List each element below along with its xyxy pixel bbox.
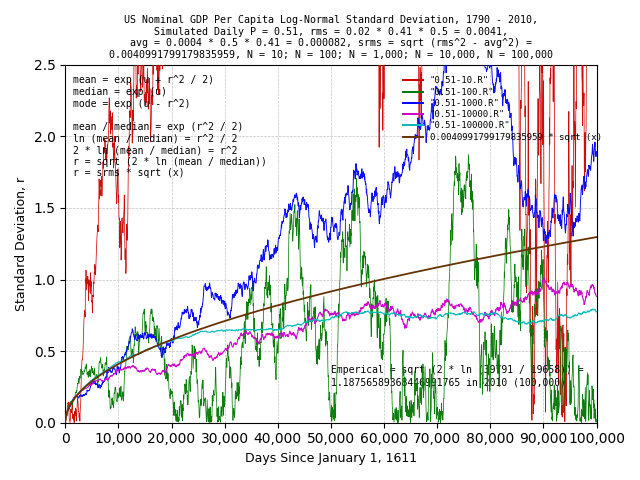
0.0040991799179835959 * sqrt (x) xyxy=(593,234,600,240)
"0.51-1000.R" xyxy=(320,219,328,225)
"0.51-100.R" xyxy=(593,419,600,425)
Line: "0.51-100000.R": "0.51-100000.R" xyxy=(65,309,596,422)
"0.51-10000.R" xyxy=(61,419,69,425)
0.0040991799179835959 * sqrt (x) xyxy=(88,378,96,384)
"0.51-10000.R" xyxy=(306,316,314,322)
"0.51-100.R" xyxy=(61,419,69,425)
"0.51-1000.R" xyxy=(306,217,314,223)
Legend: "0.51-10.R", "0.51-100.R", "0.51-1000.R", "0.51-10000.R", "0.51-100000.R", 0.004: "0.51-10.R", "0.51-100.R", "0.51-1000.R"… xyxy=(399,73,605,145)
Text: mean = exp (u + r^2 / 2)
median = exp (u)
mode = exp (u - r^2)

mean / median = : mean = exp (u + r^2 / 2) median = exp (u… xyxy=(73,75,267,178)
"0.51-100.R" xyxy=(465,152,472,157)
"0.51-10000.R" xyxy=(480,315,488,321)
Text: Emperical = sqrt (2 * ln (39791 / 19658)) =
1.18756589368446991765 in 2010 (100,: Emperical = sqrt (2 * ln (39791 / 19658)… xyxy=(331,365,584,387)
0.0040991799179835959 * sqrt (x) xyxy=(306,294,314,300)
"0.51-100000.R" xyxy=(320,318,328,324)
0.0040991799179835959 * sqrt (x) xyxy=(577,237,585,243)
Y-axis label: Standard Deviation, r: Standard Deviation, r xyxy=(15,177,28,311)
"0.51-100.R" xyxy=(577,407,585,412)
"0.51-10000.R" xyxy=(577,290,585,296)
Line: "0.51-1000.R": "0.51-1000.R" xyxy=(65,19,596,422)
"0.51-100.R" xyxy=(88,366,96,372)
Line: 0.0040991799179835959 * sqrt (x): 0.0040991799179835959 * sqrt (x) xyxy=(65,237,596,422)
"0.51-1000.R" xyxy=(61,419,69,425)
"0.51-1000.R" xyxy=(480,60,488,65)
0.0040991799179835959 * sqrt (x) xyxy=(320,290,328,296)
"0.51-100000.R" xyxy=(306,318,314,324)
0.0040991799179835959 * sqrt (x) xyxy=(61,419,69,425)
"0.51-10000.R" xyxy=(88,381,96,387)
Line: "0.51-10.R": "0.51-10.R" xyxy=(65,0,596,422)
"0.51-1000.R" xyxy=(88,379,96,384)
"0.51-1000.R" xyxy=(457,16,465,22)
"0.51-100.R" xyxy=(320,299,328,304)
"0.51-1000.R" xyxy=(593,149,600,155)
Line: "0.51-100.R": "0.51-100.R" xyxy=(65,155,596,423)
"0.51-100.R" xyxy=(578,420,586,425)
"0.51-10000.R" xyxy=(593,293,600,299)
Title: US Nominal GDP Per Capita Log-Normal Standard Deviation, 1790 - 2010,
Simulated : US Nominal GDP Per Capita Log-Normal Sta… xyxy=(109,15,553,60)
"0.51-100000.R" xyxy=(593,309,600,315)
"0.51-100.R" xyxy=(480,347,488,352)
0.0040991799179835959 * sqrt (x) xyxy=(577,237,585,243)
X-axis label: Days Since January 1, 1611: Days Since January 1, 1611 xyxy=(245,452,417,465)
"0.51-100000.R" xyxy=(61,419,69,425)
Line: "0.51-10000.R": "0.51-10000.R" xyxy=(65,278,596,422)
"0.51-10.R" xyxy=(89,299,97,304)
"0.51-100000.R" xyxy=(577,312,585,317)
0.0040991799179835959 * sqrt (x) xyxy=(480,255,488,261)
"0.51-100.R" xyxy=(436,420,444,426)
"0.51-10.R" xyxy=(578,24,586,30)
"0.51-10000.R" xyxy=(577,291,585,297)
"0.51-100.R" xyxy=(306,296,314,301)
"0.51-100000.R" xyxy=(480,312,488,318)
"0.51-1000.R" xyxy=(577,185,585,191)
"0.51-100000.R" xyxy=(88,377,96,383)
"0.51-1000.R" xyxy=(577,187,585,193)
"0.51-10.R" xyxy=(70,420,78,425)
"0.51-100000.R" xyxy=(577,311,585,317)
"0.51-100000.R" xyxy=(589,306,596,312)
"0.51-10.R" xyxy=(61,419,69,425)
"0.51-10000.R" xyxy=(540,275,548,281)
"0.51-10000.R" xyxy=(320,311,328,316)
